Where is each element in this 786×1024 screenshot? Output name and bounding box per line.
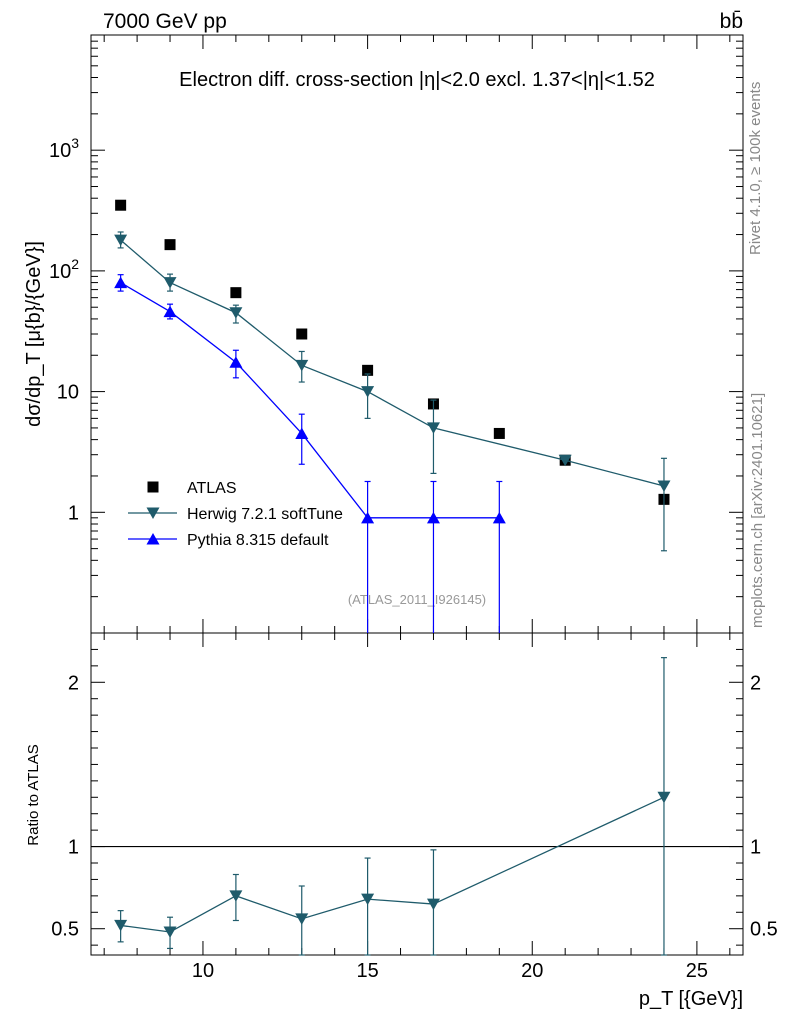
atlas-point <box>296 328 308 340</box>
ratio-y-tick-label-left: 1 <box>68 837 79 859</box>
atlas-point <box>164 239 176 251</box>
ratio-y-tick-label-right: 2 <box>750 672 761 694</box>
main-y-tick-label: 10 <box>57 382 79 404</box>
pythia-point <box>114 276 128 289</box>
ratio-herwig-series-line <box>120 796 665 933</box>
ratio-y-tick-label-right: 0.5 <box>750 919 778 941</box>
main-chart-title: Electron diff. cross-section |η|<2.0 exc… <box>179 69 655 91</box>
pythia-point <box>163 305 177 318</box>
herwig-point <box>163 277 177 289</box>
legend-pythia-label: Pythia 8.315 default <box>187 532 329 549</box>
herwig-point <box>295 359 309 372</box>
ratio-y-axis-label: Ratio to ATLAS <box>25 744 42 845</box>
ratio-x-tick-label: 20 <box>521 960 543 982</box>
legend-atlas-marker <box>147 481 159 493</box>
ratio-y-tick-label-left: 2 <box>68 672 79 694</box>
herwig-point <box>229 307 243 319</box>
pythia-point <box>361 511 375 524</box>
legend-herwig-label: Herwig 7.2.1 softTune <box>187 506 343 523</box>
pythia-series-line <box>120 282 500 519</box>
herwig-series-line <box>120 239 665 487</box>
ratio-y-tick-label-left: 0.5 <box>51 919 79 941</box>
ratio-axis-ticks: 10 15 20 25 0.5 0.5 1 1 2 2 <box>51 633 778 982</box>
main-y-tick-label: 102 <box>49 256 79 283</box>
ratio-herwig-point <box>295 913 309 925</box>
analysis-watermark: (ATLAS_2011_I926145) <box>348 592 486 607</box>
main-y-tick-exponent: 3 <box>71 135 79 151</box>
pythia-point <box>229 356 243 368</box>
main-y-axis-label: dσ/dp_T [μ{b}/{GeV}] <box>23 241 45 427</box>
pythia-point <box>492 511 506 524</box>
ratio-y-tick-label-right: 1 <box>750 837 761 859</box>
ratio-panel-frame <box>90 632 744 956</box>
main-y-tick-exponent: 2 <box>71 256 79 272</box>
ratio-data-marks <box>114 657 671 956</box>
main-y-tick-label: 1 <box>68 502 79 524</box>
rivet-label: Rivet 4.1.0, ≥ 100k events <box>747 82 764 255</box>
process-label: bb̄ <box>720 10 743 33</box>
pythia-point <box>295 427 309 439</box>
ratio-x-tick-label: 15 <box>356 960 378 982</box>
site-label: mcplots.cern.ch [arXiv:2401.10621] <box>749 393 766 628</box>
ratio-x-tick-label: 10 <box>192 960 214 982</box>
x-axis-label: p_T [{GeV}] <box>639 988 743 1010</box>
herwig-point <box>361 386 375 398</box>
herwig-point <box>114 234 128 247</box>
main-axis-ticks: 1 10 102 103 <box>49 34 743 634</box>
legend-atlas-label: ATLAS <box>187 480 237 497</box>
pythia-point <box>426 511 440 524</box>
herwig-point <box>657 480 671 493</box>
ratio-herwig-point <box>361 893 375 906</box>
atlas-point <box>493 427 505 439</box>
ratio-herwig-point <box>657 791 671 804</box>
ratio-x-tick-label: 25 <box>686 960 708 982</box>
atlas-point <box>362 364 374 376</box>
ratio-herwig-point <box>229 890 243 902</box>
ratio-herwig-point <box>163 926 177 938</box>
main-data-marks <box>114 199 671 633</box>
ratio-herwig-point <box>426 898 440 911</box>
ratio-herwig-point <box>114 919 128 932</box>
main-y-tick-label: 103 <box>49 135 79 162</box>
herwig-point <box>426 422 440 434</box>
legend-herwig-marker <box>146 507 160 519</box>
atlas-point <box>115 199 127 211</box>
legend-pythia-marker <box>146 533 160 545</box>
herwig-point <box>558 454 572 467</box>
legend: ATLAS Herwig 7.2.1 softTune Pythia 8.315 d… <box>128 480 343 549</box>
energy-label: 7000 GeV pp <box>103 10 227 33</box>
atlas-point <box>230 287 242 299</box>
